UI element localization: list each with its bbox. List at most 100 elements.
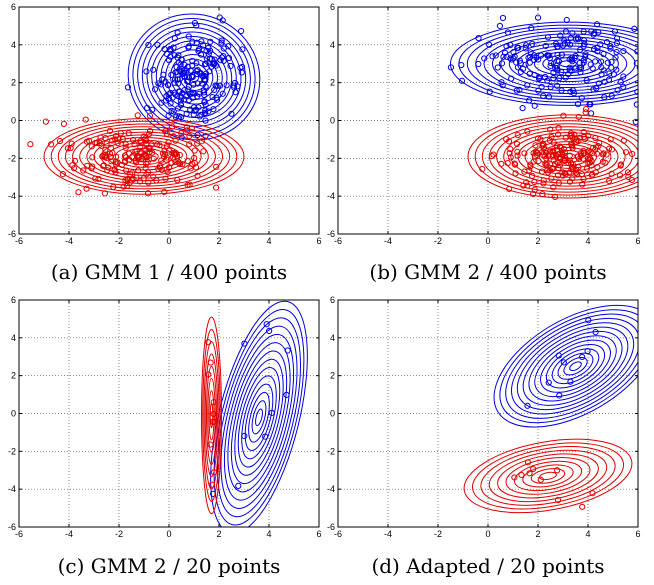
data-point [490,151,497,158]
data-point [96,139,103,147]
data-point [563,16,570,24]
data-point [59,171,66,178]
data-point [181,61,188,69]
data-point [631,25,638,32]
data-point [600,150,607,157]
data-point [83,162,91,169]
x-tick-label: 4 [585,529,590,539]
data-point [622,149,630,156]
data-point [512,170,519,177]
data-point [163,130,170,137]
data-point [178,129,185,137]
data-point [146,130,153,138]
data-point [555,352,562,359]
data-point [148,141,155,148]
data-point [106,127,113,134]
density-contour [481,120,638,193]
data-point [189,38,196,45]
data-point [67,144,74,152]
density-contour [569,361,582,372]
data-point [587,148,594,156]
data-point [137,138,144,145]
density-contour [496,126,638,187]
data-point [179,161,186,168]
data-point [529,40,536,47]
data-point [211,86,218,94]
data-point [130,136,137,144]
data-point [185,44,192,51]
data-point [528,24,535,32]
y-tick-label: 4 [11,333,16,343]
data-point [579,503,586,510]
data-point [537,52,545,59]
data-point [569,134,576,141]
data-point [179,90,186,97]
data-point [88,143,95,150]
data-point [199,72,206,79]
panel-caption: (d) Adapted / 20 points [371,554,604,578]
x-tick-label: -6 [15,529,23,539]
data-point [191,154,198,162]
data-point [571,131,578,138]
data-point [577,68,584,76]
data-point [165,57,173,64]
data-point [583,165,590,172]
data-point [186,181,193,188]
data-point [188,125,195,132]
data-point [560,359,567,366]
data-point [194,131,201,139]
density-contour [528,330,623,402]
data-point [132,159,140,166]
data-point [552,40,560,47]
data-point [162,175,169,182]
data-point [134,112,141,119]
data-point [163,154,170,161]
density-contour [513,460,583,492]
data-point [608,170,615,177]
y-tick-label: 4 [330,40,335,50]
data-point [101,154,108,161]
data-point [605,177,613,184]
data-point [142,165,149,172]
data-point [155,80,162,87]
data-point [190,104,198,111]
data-point [82,116,89,123]
data-point [142,135,149,142]
data-point [213,163,220,170]
data-point [567,378,574,385]
data-point [569,175,576,182]
data-point [47,141,55,148]
data-point [230,82,237,89]
data-point [532,148,539,155]
y-tick-label: 6 [11,2,16,12]
data-point [161,147,168,154]
x-tick-label: 2 [535,529,540,539]
data-point [580,43,587,50]
x-tick-label: 6 [635,529,640,539]
data-point [535,157,542,165]
y-tick-label: -2 [327,446,335,456]
data-point [526,59,533,66]
data-point [546,137,554,144]
data-point [210,410,217,418]
x-tick-label: 0 [485,236,490,246]
data-point [640,154,645,159]
data-point [542,42,549,50]
data-point [503,43,510,50]
data-point [515,44,522,51]
x-tick-label: 6 [316,236,321,246]
data-point [613,66,620,73]
data-point [549,147,556,154]
data-point [198,38,205,45]
data-point [608,92,615,99]
data-point [112,153,120,160]
x-tick-label: 2 [535,236,540,246]
data-point [169,123,176,130]
data-point [544,34,552,41]
data-point [527,49,534,56]
data-point [201,109,209,117]
data-point [578,95,585,102]
density-contour [522,326,629,406]
y-tick-label: 4 [11,40,16,50]
data-point [574,34,581,41]
